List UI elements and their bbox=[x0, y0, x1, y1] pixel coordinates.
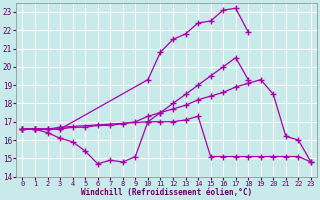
X-axis label: Windchill (Refroidissement éolien,°C): Windchill (Refroidissement éolien,°C) bbox=[81, 188, 252, 197]
